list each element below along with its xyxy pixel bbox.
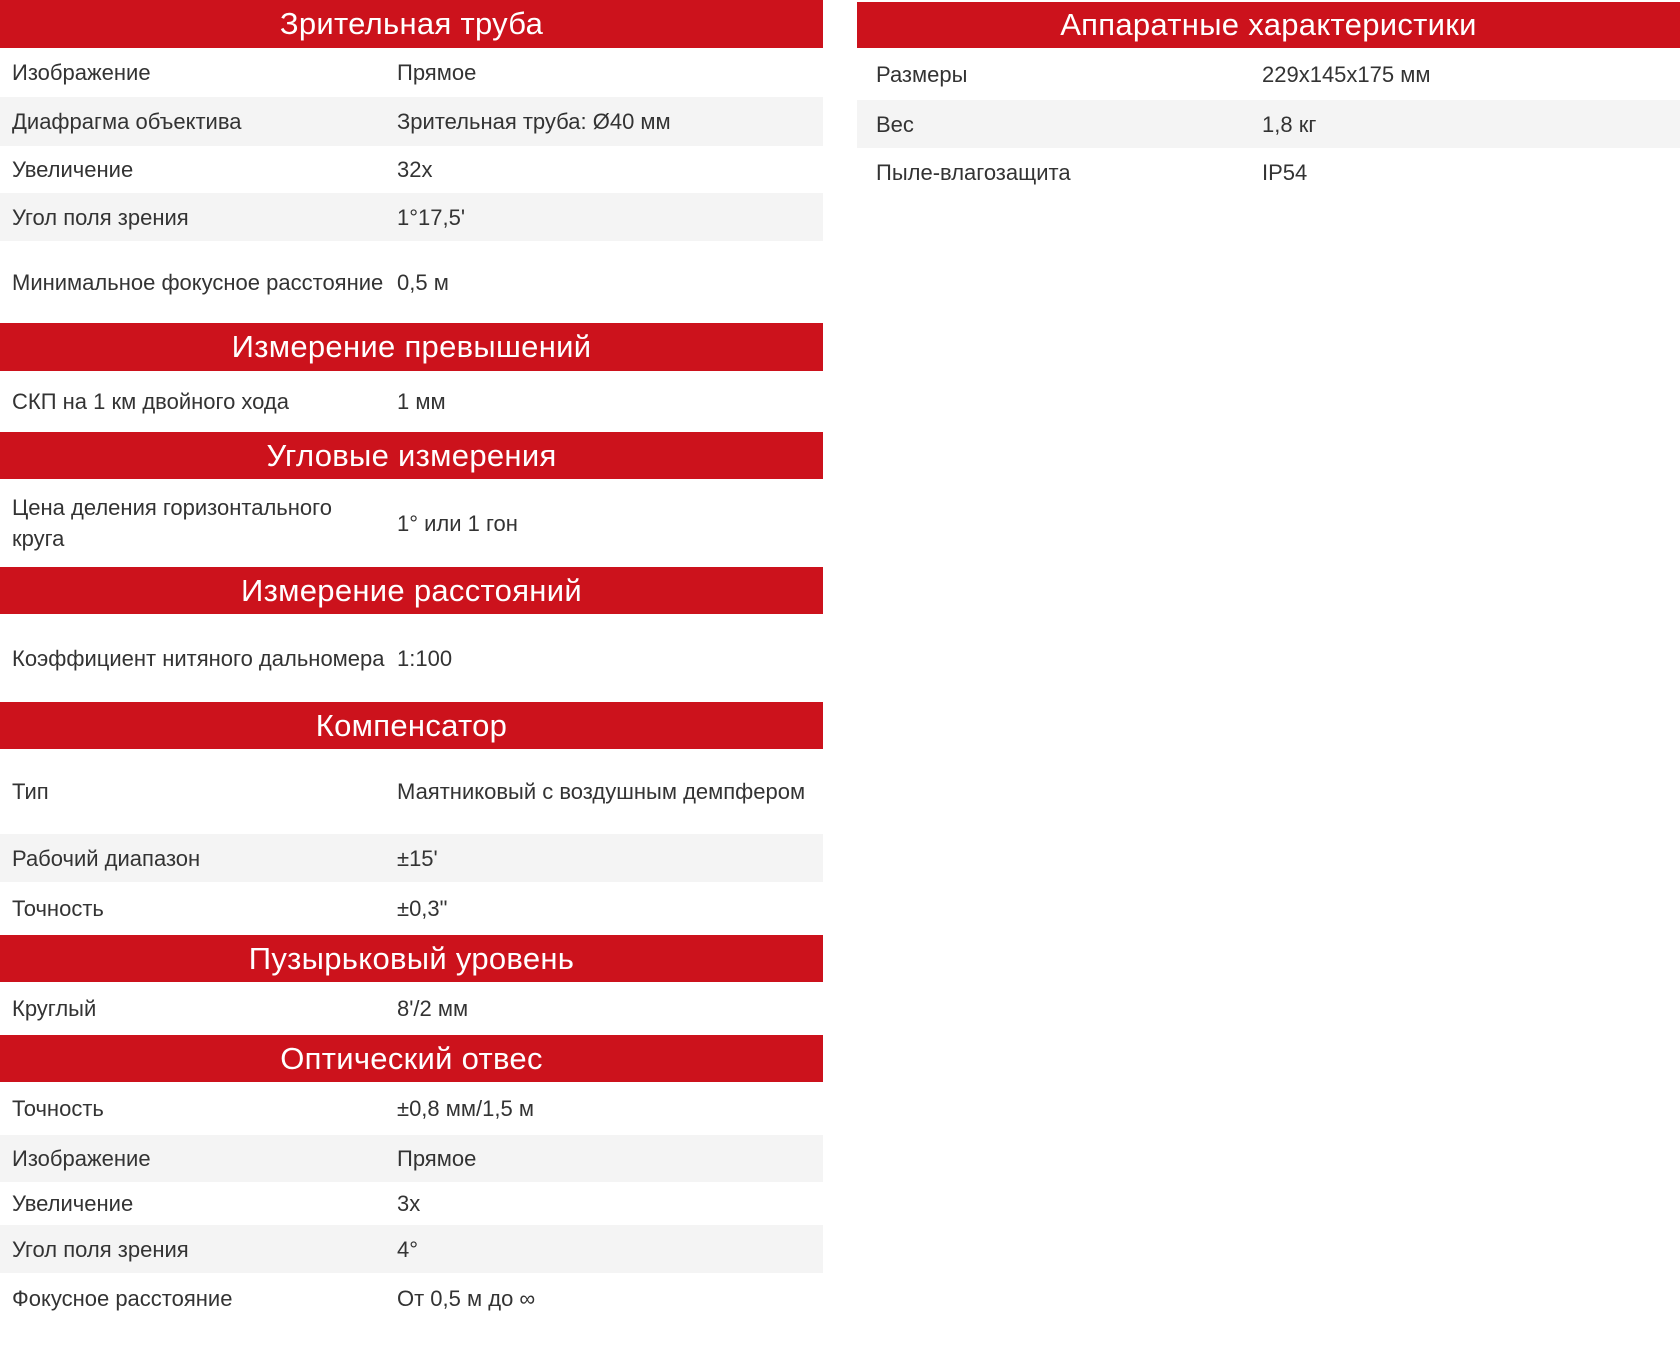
spec-section: Компенсатор Тип Маятниковый с воздушным де… [0,702,823,935]
spec-label: Изображение [12,1146,151,1171]
spec-label: Минимальное фокусное расстояние [12,269,384,295]
spec-row: Увеличение 32x [0,146,823,193]
spec-value: Зрительная труба: Ø40 мм [397,109,671,134]
spec-value: 1:100 [397,645,453,671]
spec-label: Точность [12,1096,104,1121]
spec-value: ±0,8 мм/1,5 м [397,1096,534,1121]
spec-label: Круглый [12,996,97,1021]
spec-row: Коэффициент нитяного дальномера 1:100 [0,614,823,702]
spec-row: Рабочий диапазон ±15' [0,834,823,882]
spec-label: Диафрагма объектива [12,109,242,134]
spec-row: Угол поля зрения 1°17,5' [0,193,823,241]
spec-row: Вес 1,8 кг [857,100,1680,148]
spec-row: Изображение Прямое [0,1135,823,1182]
section-header: Измерение превышений [0,323,823,371]
spec-row: Размеры 229x145x175 мм [857,48,1680,100]
section-header: Измерение расстояний [0,567,823,614]
spec-label: Пыле-влагозащита [876,159,1071,185]
spec-section: Измерение расстояний Коэффициент нитяного… [0,567,823,702]
spec-row: Изображение Прямое [0,48,823,97]
spec-row: Минимальное фокусное расстояние 0,5 м [0,241,823,323]
section-header: Зрительная труба [0,0,823,48]
spec-value: 32x [397,157,433,182]
spec-label: Фокусное расстояние [12,1285,233,1311]
spec-section: Пузырьковый уровень Круглый 8'/2 мм [0,935,823,1035]
section-header: Компенсатор [0,702,823,749]
spec-value: 3x [397,1191,421,1216]
spec-section: Зрительная труба Изображение Прямое Диафраг… [0,0,823,323]
spec-value: ±15' [397,845,438,871]
spec-section: Аппаратные характеристики Размеры 229x145x… [857,2,1680,196]
spec-row: Тип Маятниковый с воздушным демпфером [0,749,823,834]
spec-value: 229x145x175 мм [1262,61,1431,87]
spec-value: Прямое [397,60,477,85]
spec-row: СКП на 1 км двойного хода 1 мм [0,371,823,432]
spec-value: От 0,5 м до ∞ [397,1285,536,1311]
spec-label: Угол поля зрения [12,1236,189,1262]
spec-row: Точность ±0,8 мм/1,5 м [0,1082,823,1135]
spec-section: Оптический отвес Точность ±0,8 мм/1,5 м Изо… [0,1035,823,1323]
spec-label: Увеличение [12,157,134,182]
spec-value: 1°17,5' [397,204,466,230]
spec-label: Изображение [12,60,151,85]
specs-right-column: Аппаратные характеристики Размеры 229x145x… [857,2,1680,196]
spec-row: Круглый 8'/2 мм [0,982,823,1035]
spec-row: Пыле-влагозащита IP54 [857,148,1680,196]
spec-value: 1 мм [397,389,446,414]
spec-label: Рабочий диапазон [12,845,201,871]
spec-label: Тип [12,779,49,804]
spec-row: Фокусное расстояние От 0,5 м до ∞ [0,1273,823,1323]
spec-row: Угол поля зрения 4° [0,1225,823,1273]
spec-value: 1,8 кг [1262,111,1317,137]
specs-left-column: Зрительная труба Изображение Прямое Диафраг… [0,0,823,1323]
spec-row: Точность ±0,3" [0,882,823,935]
section-header: Аппаратные характеристики [857,2,1680,48]
section-header: Оптический отвес [0,1035,823,1082]
spec-value: ±0,3" [397,896,448,921]
section-header: Угловые измерения [0,432,823,479]
spec-row: Увеличение 3x [0,1182,823,1225]
spec-value: IP54 [1262,159,1308,185]
spec-value: 8'/2 мм [397,996,469,1021]
section-header: Пузырьковый уровень [0,935,823,982]
spec-section: Угловые измерения Цена деления горизонтал… [0,432,823,567]
spec-row: Диафрагма объектива Зрительная труба: Ø40… [0,97,823,146]
spec-value: 1° или 1 гон [397,510,518,536]
spec-label: Точность [12,896,104,921]
spec-row: Цена деления горизонтального круга 1° или… [0,479,823,567]
spec-label: СКП на 1 км двойного хода [12,389,289,414]
spec-value: 4° [397,1236,419,1262]
spec-section: Измерение превышений СКП на 1 км двойного… [0,323,823,432]
spec-label: Вес [876,111,914,137]
spec-label: Угол поля зрения [12,204,189,230]
spec-label: Увеличение [12,1191,134,1216]
spec-value: Прямое [397,1146,477,1171]
spec-value: Маятниковый с воздушным демпфером [397,779,806,804]
spec-value: 0,5 м [397,269,449,295]
spec-label: Коэффициент нитяного дальномера [12,645,385,671]
spec-label: Размеры [876,61,968,87]
spec-label: Цена деления горизонтального круга [12,495,332,551]
